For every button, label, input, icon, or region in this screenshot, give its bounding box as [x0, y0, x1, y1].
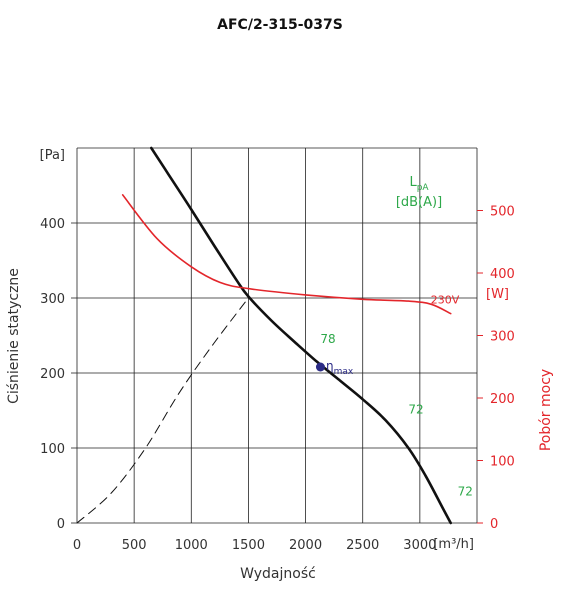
x-tick-label: 2000	[289, 538, 322, 553]
power-curve	[121, 194, 452, 315]
eta-max-point	[315, 362, 325, 372]
y2-axis-ticks: 0 100 200 300 400 500	[477, 205, 515, 532]
legend-dba: [dB(A)]	[396, 195, 442, 210]
legend-lpa-base: L	[409, 175, 417, 190]
sound-level-label: 72	[408, 403, 423, 417]
y-tick-label: 200	[40, 367, 65, 382]
y-axis-label: Ciśnienie statyczne	[6, 268, 22, 404]
curve-label-230v: 230V	[431, 294, 460, 307]
chart-title: AFC/2-315-037S	[217, 17, 343, 33]
chart-curves: 230V	[76, 146, 460, 525]
x-axis-label: Wydajność	[240, 566, 316, 582]
eta-max-base: η	[326, 359, 334, 373]
x-axis-unit: [m³/h]	[433, 537, 474, 552]
y2-tick-label: 500	[490, 205, 515, 220]
sound-level-label: 72	[458, 484, 473, 498]
y-axis-ticks: 0 100 200 300 400	[40, 217, 77, 532]
y-tick-label: 0	[57, 517, 65, 532]
x-tick-label: 0	[73, 538, 81, 553]
x-tick-label: 1500	[232, 538, 265, 553]
chart-grid	[76, 147, 478, 524]
y2-tick-label: 200	[490, 392, 515, 407]
y2-axis-label: Pobór mocy	[538, 369, 554, 451]
y-axis-unit: [Pa]	[40, 148, 65, 163]
sound-level-label: 78	[320, 332, 335, 346]
y-tick-label: 400	[40, 217, 65, 232]
x-tick-label: 500	[122, 538, 147, 553]
y-tick-label: 300	[40, 292, 65, 307]
x-tick-label: 2500	[346, 538, 379, 553]
x-axis-ticks: 0 500 1000 1500 2000 2500 3000	[73, 538, 437, 553]
eta-max-sub: max	[334, 367, 354, 377]
chart-annotations: 78 72 72	[320, 332, 472, 498]
y2-tick-label: 100	[490, 455, 515, 470]
eta-max-label: ηmax	[326, 359, 354, 377]
legend-lpa-sub: pA	[417, 183, 430, 193]
system-curve-curve	[76, 297, 249, 524]
y-tick-label: 100	[40, 442, 65, 457]
legend-lpa: LpA	[409, 175, 429, 193]
y2-tick-label: 400	[490, 267, 515, 282]
y2-tick-label: 0	[490, 517, 498, 532]
y2-axis-unit: [W]	[486, 287, 509, 302]
x-tick-label: 3000	[403, 538, 436, 553]
x-tick-label: 1000	[175, 538, 208, 553]
y2-tick-label: 300	[490, 330, 515, 345]
pressure-curve	[150, 146, 452, 525]
